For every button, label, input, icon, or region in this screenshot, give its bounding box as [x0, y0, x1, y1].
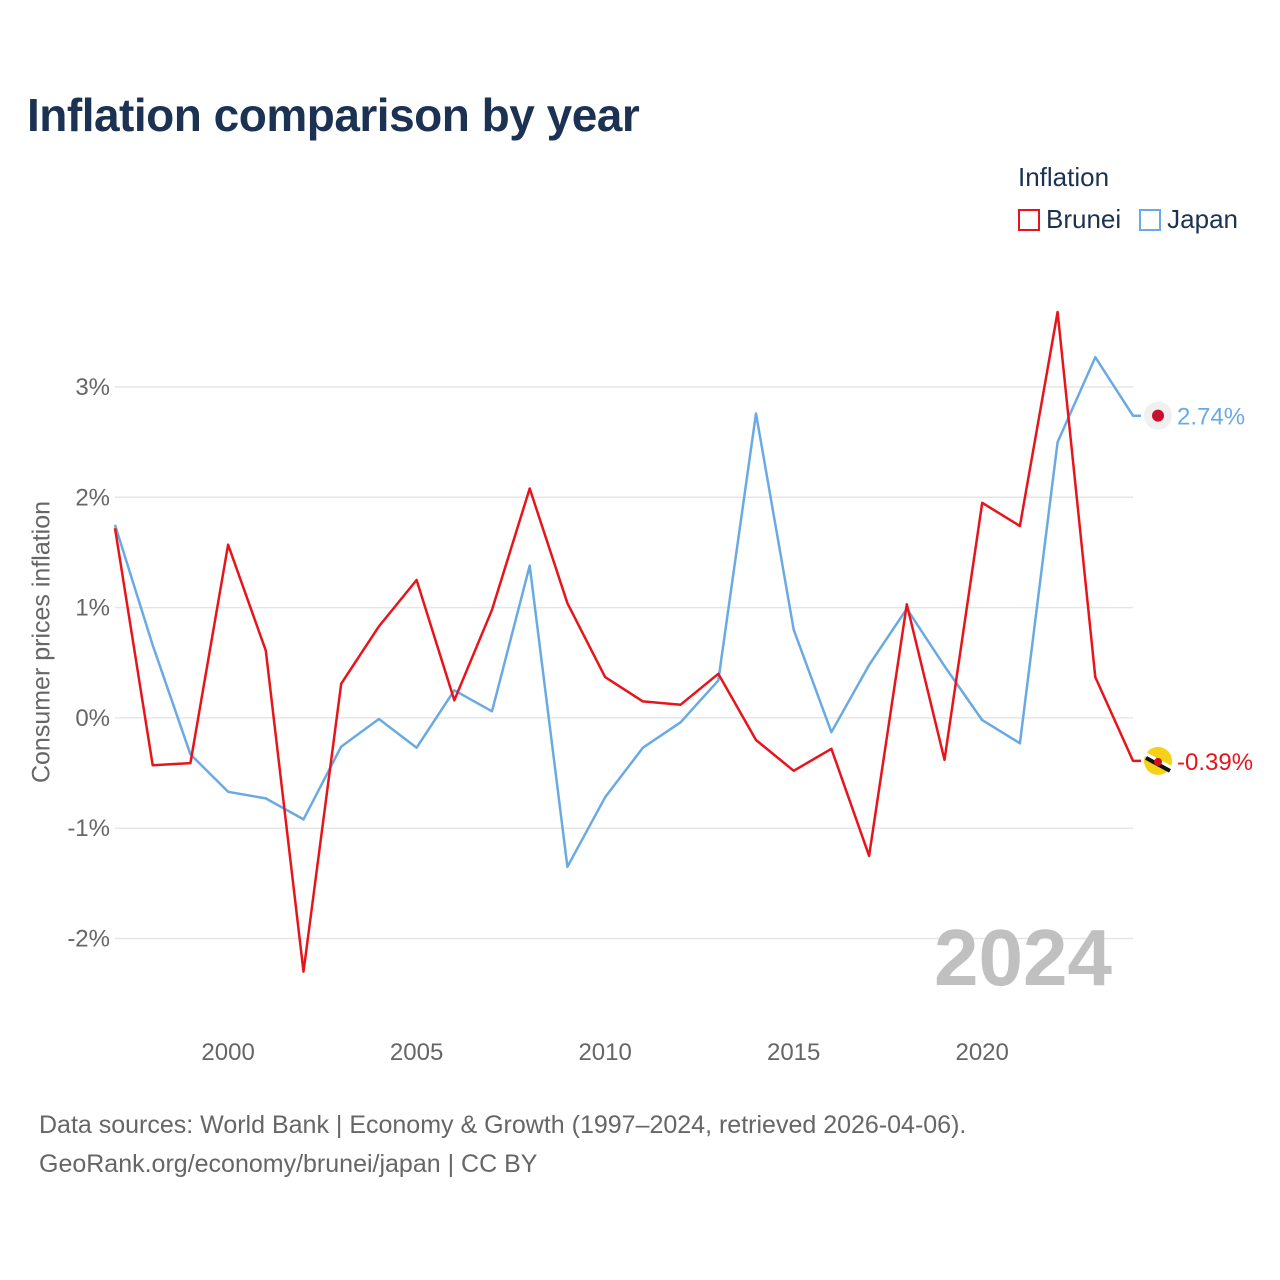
chart-title: Inflation comparison by year — [27, 89, 640, 141]
y-tick-label: 2% — [75, 484, 110, 511]
legend: Brunei Japan — [1018, 204, 1238, 235]
series-lines — [113, 310, 1141, 973]
series-line-japan[interactable] — [113, 355, 1141, 869]
legend-swatch-brunei — [1018, 208, 1040, 231]
legend-label-japan: Japan — [1167, 204, 1238, 234]
y-tick-labels: -2% -1% 0% 1% 2% 3% — [67, 374, 110, 953]
data-sources: Data sources: World Bank | Economy & Gro… — [39, 1106, 966, 1184]
sources-line-1: Data sources: World Bank | Economy & Gro… — [39, 1111, 967, 1139]
end-label-japan: 2.74% — [1177, 404, 1245, 431]
legend-item-japan[interactable]: Japan — [1139, 204, 1238, 235]
x-tick-label: 2005 — [390, 1039, 443, 1066]
year-watermark: 2024 — [934, 913, 1112, 1002]
series-line-brunei[interactable] — [113, 310, 1141, 973]
flag-japan-disc — [1152, 409, 1164, 422]
legend-label-brunei: Brunei — [1046, 204, 1122, 234]
y-tick-label: -1% — [67, 815, 110, 842]
end-label-brunei: -0.39% — [1177, 749, 1253, 776]
x-tick-label: 2020 — [955, 1039, 1008, 1066]
x-tick-label: 2015 — [767, 1039, 820, 1066]
gridlines — [115, 386, 1133, 940]
end-marker-brunei: -0.39% — [1144, 746, 1253, 776]
y-tick-label: -2% — [67, 926, 110, 953]
flag-brunei-emblem — [1154, 757, 1162, 766]
y-tick-label: 1% — [75, 595, 110, 622]
legend-swatch-japan — [1139, 208, 1162, 231]
end-marker-japan: 2.74% — [1144, 401, 1245, 431]
x-tick-label: 2010 — [578, 1039, 631, 1066]
legend-item-brunei[interactable]: Brunei — [1018, 204, 1121, 235]
y-tick-label: 3% — [75, 374, 110, 401]
x-tick-labels: 2000 2005 2010 2015 2020 — [201, 1039, 1008, 1066]
y-tick-label: 0% — [75, 705, 110, 732]
legend-title: Inflation — [1018, 162, 1110, 192]
sources-line-2[interactable]: GeoRank.org/economy/brunei/japan | CC BY — [39, 1150, 538, 1178]
x-tick-label: 2000 — [201, 1039, 254, 1066]
series-end-markers: -0.39% 2.74% — [1144, 401, 1253, 776]
